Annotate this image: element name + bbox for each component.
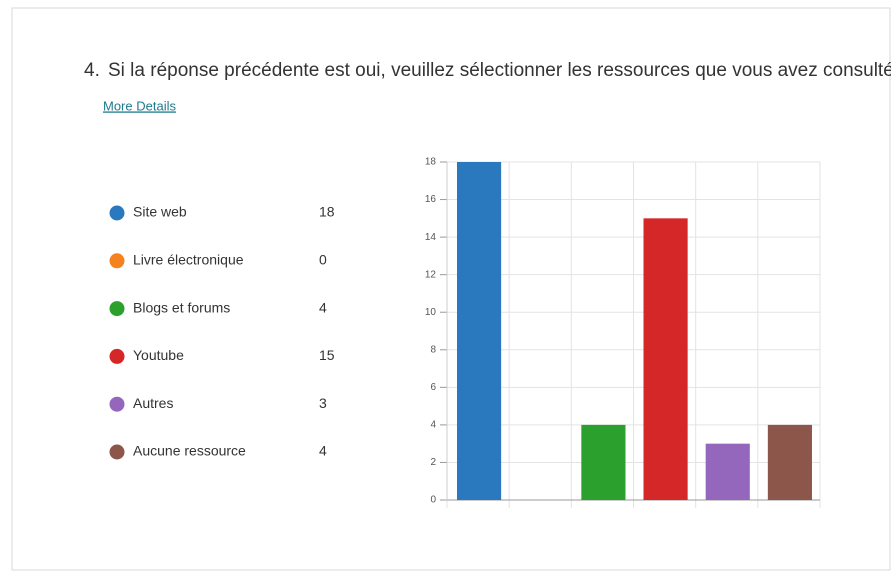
y-tick-label: 18: [425, 157, 437, 168]
chart-title: Si la réponse précédente est oui, veuill…: [108, 60, 891, 81]
question-number: 4.: [84, 60, 100, 81]
bar: [643, 218, 688, 501]
legend-label: Site web: [133, 204, 187, 220]
y-tick-label: 6: [430, 382, 436, 393]
legend-value: 4: [319, 299, 327, 315]
legend-label: Livre électronique: [133, 252, 244, 268]
legend-value: 3: [319, 395, 327, 411]
legend-label: Aucune ressource: [133, 443, 246, 459]
y-tick-label: 4: [430, 420, 436, 431]
legend-swatch: [109, 205, 125, 221]
legend-swatch: [109, 301, 125, 317]
legend-label: Blogs et forums: [133, 299, 230, 315]
legend-swatch: [109, 396, 125, 412]
bar: [705, 443, 750, 500]
y-tick-label: 14: [425, 232, 437, 243]
y-tick-label: 16: [425, 194, 437, 205]
bar: [457, 162, 502, 500]
bar: [581, 424, 626, 500]
legend-swatch: [109, 253, 125, 269]
more-details-link[interactable]: More Details: [103, 98, 176, 113]
legend-value: 0: [319, 252, 327, 268]
legend-value: 15: [319, 347, 335, 363]
legend-swatch: [109, 348, 125, 364]
legend-label: Youtube: [133, 347, 184, 363]
legend-label: Autres: [133, 395, 173, 411]
y-tick-label: 2: [430, 457, 436, 468]
y-tick-label: 12: [425, 269, 437, 280]
legend-swatch: [109, 444, 125, 460]
y-tick-label: 0: [430, 495, 436, 506]
bar: [767, 424, 812, 500]
legend-value: 18: [319, 204, 335, 220]
y-tick-label: 8: [430, 344, 436, 355]
legend-value: 4: [319, 443, 327, 459]
y-tick-label: 10: [425, 307, 437, 318]
